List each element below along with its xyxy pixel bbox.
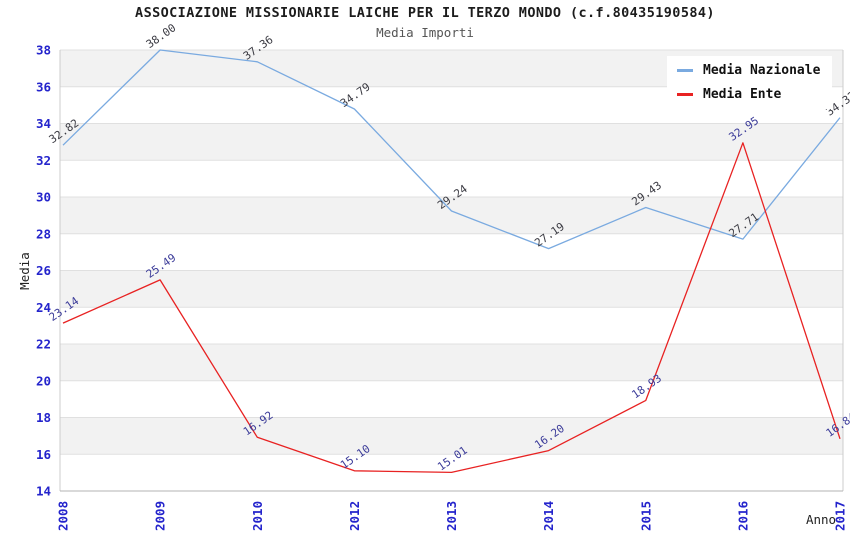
- y-tick-label: 34: [36, 116, 51, 131]
- y-axis-title: Media: [17, 252, 32, 290]
- data-label: 38.00: [144, 21, 179, 51]
- x-tick-label: 2015: [638, 501, 653, 531]
- x-axis-title: Anno: [806, 512, 836, 527]
- y-tick-label: 22: [36, 337, 51, 352]
- y-tick-label: 18: [36, 410, 51, 425]
- y-tick-label: 28: [36, 226, 51, 241]
- x-tick-label: 2013: [444, 501, 459, 531]
- legend-label: Media Ente: [703, 87, 782, 102]
- plot-band: [60, 160, 843, 197]
- y-tick-label: 32: [36, 153, 51, 168]
- y-tick-label: 16: [36, 447, 51, 462]
- plot-band: [60, 197, 843, 234]
- y-tick-label: 24: [36, 300, 51, 315]
- x-tick-label: 2008: [56, 501, 71, 531]
- plot-band: [60, 123, 843, 161]
- plot-band: [60, 417, 843, 455]
- legend-label: Media Nazionale: [703, 63, 821, 78]
- x-tick-label: 2014: [541, 501, 556, 531]
- x-tick-label: 2009: [153, 501, 168, 531]
- y-tick-label: 38: [36, 43, 51, 58]
- chart-subtitle: Media Importi: [376, 25, 474, 40]
- y-tick-label: 20: [36, 373, 51, 388]
- plot-band: [60, 233, 843, 271]
- legend-item-media-ente: Media Ente: [677, 87, 820, 102]
- chart-legend: Media Nazionale Media Ente: [667, 56, 833, 109]
- legend-item-media-nazionale: Media Nazionale: [677, 63, 820, 78]
- plot-band: [60, 344, 843, 381]
- chart-title: ASSOCIAZIONE MISSIONARIE LAICHE PER IL T…: [135, 5, 715, 21]
- y-tick-label: 30: [36, 190, 51, 205]
- plot-band: [60, 380, 843, 418]
- y-tick-label: 26: [36, 263, 51, 278]
- plot-band: [60, 270, 843, 308]
- series-line-media-ente: [62, 142, 841, 474]
- y-tick-label: 36: [36, 79, 51, 94]
- y-tick-label: 14: [36, 484, 51, 499]
- plot-band: [60, 307, 843, 344]
- media-ente-line-icon: [677, 93, 693, 96]
- x-tick-label: 2016: [735, 501, 750, 531]
- x-tick-label: 2010: [250, 501, 265, 531]
- x-tick-label: 2017: [833, 501, 848, 531]
- media-nazionale-line-icon: [677, 69, 693, 72]
- x-tick-label: 2012: [347, 501, 362, 531]
